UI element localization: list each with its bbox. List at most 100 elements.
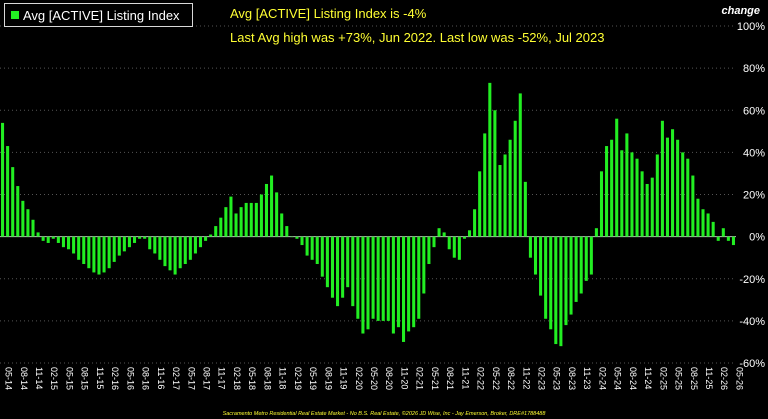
bar xyxy=(498,165,502,237)
bar xyxy=(224,207,228,237)
bar xyxy=(706,213,710,237)
x-tick-label: 11-16 xyxy=(156,367,166,389)
bars xyxy=(1,82,735,347)
bar xyxy=(539,236,543,296)
bar xyxy=(173,236,177,275)
x-tick-label: 08-23 xyxy=(567,367,577,390)
bar xyxy=(234,213,238,237)
bar xyxy=(153,236,157,254)
bar xyxy=(407,236,411,332)
bar xyxy=(640,171,644,237)
bar xyxy=(193,236,197,254)
bar xyxy=(26,209,30,237)
bar xyxy=(391,236,395,334)
bar xyxy=(270,175,274,237)
bar xyxy=(168,236,172,271)
bar xyxy=(589,236,593,275)
x-tick-label: 08-17 xyxy=(202,367,212,390)
bar xyxy=(635,158,639,237)
bar xyxy=(16,186,20,237)
x-tick-label: 11-20 xyxy=(399,367,409,389)
bar xyxy=(660,120,664,237)
x-tick-label: 05-25 xyxy=(674,367,684,390)
bar xyxy=(396,236,400,328)
bar xyxy=(594,228,598,237)
x-tick-label: 08-16 xyxy=(141,367,151,390)
bar xyxy=(46,236,50,243)
x-tick-label: 02-15 xyxy=(49,367,59,390)
bar xyxy=(341,236,345,298)
bar xyxy=(417,236,421,319)
x-tick-label: 08-24 xyxy=(628,367,638,390)
bar xyxy=(366,236,370,330)
bar xyxy=(533,236,538,275)
bar xyxy=(361,236,365,334)
bar xyxy=(67,236,71,250)
bar xyxy=(437,228,441,237)
x-tick-label: 05-22 xyxy=(491,367,501,390)
bar xyxy=(112,236,116,262)
bar xyxy=(488,82,492,237)
bar xyxy=(508,139,512,237)
bar xyxy=(483,133,487,237)
bar xyxy=(716,236,720,241)
legend: Avg [ACTIVE] Listing Index xyxy=(4,3,193,27)
bar xyxy=(178,236,182,269)
bar xyxy=(559,236,563,347)
bar xyxy=(376,236,380,321)
y-tick-label: 100% xyxy=(737,21,765,33)
bar xyxy=(229,196,233,237)
x-tick-label: 02-20 xyxy=(354,367,364,390)
x-tick-label: 11-23 xyxy=(582,367,592,389)
bar xyxy=(452,236,456,258)
bar xyxy=(320,236,324,277)
bar xyxy=(82,236,86,265)
bar xyxy=(254,202,258,237)
bar xyxy=(554,236,558,345)
bar xyxy=(198,236,203,248)
bar xyxy=(528,236,532,258)
x-tick-label: 02-17 xyxy=(171,367,181,390)
bar xyxy=(503,154,507,237)
bar xyxy=(625,133,629,237)
bar xyxy=(645,183,649,237)
bar xyxy=(665,137,669,237)
x-tick-label: 02-26 xyxy=(719,367,729,390)
bar xyxy=(478,171,482,237)
bar xyxy=(330,236,334,298)
bar xyxy=(183,236,187,265)
bar xyxy=(122,236,126,252)
x-tick-label: 08-21 xyxy=(445,367,455,390)
bar xyxy=(87,236,91,269)
bar xyxy=(356,236,360,319)
bar xyxy=(315,236,319,265)
x-tick-label: 11-24 xyxy=(643,367,653,389)
bar xyxy=(569,236,573,315)
legend-label: Avg [ACTIVE] Listing Index xyxy=(23,7,180,23)
bar xyxy=(219,217,223,237)
bar xyxy=(513,120,517,237)
bar xyxy=(36,232,40,237)
y-tick-label: 0% xyxy=(749,232,765,244)
bar xyxy=(31,219,35,237)
x-tick-label: 11-25 xyxy=(704,367,714,389)
x-tick-label: 05-16 xyxy=(125,367,135,390)
bar xyxy=(671,129,675,237)
bar xyxy=(544,236,548,319)
chart-subtitle: Last Avg high was +73%, Jun 2022. Last l… xyxy=(230,30,605,45)
bar xyxy=(381,236,385,321)
bar xyxy=(402,236,406,342)
bar xyxy=(427,236,431,265)
bar xyxy=(701,209,705,237)
bar xyxy=(467,230,472,237)
bar xyxy=(610,139,614,237)
bar xyxy=(163,236,167,267)
bar xyxy=(462,236,466,239)
x-axis-ticks: 05-14 08-14 11-14 02-15 05-15 08-15 11-15 02-16… xyxy=(4,367,745,390)
bar xyxy=(371,236,375,319)
bar xyxy=(305,236,309,256)
bar xyxy=(422,236,426,294)
bar xyxy=(214,226,218,237)
